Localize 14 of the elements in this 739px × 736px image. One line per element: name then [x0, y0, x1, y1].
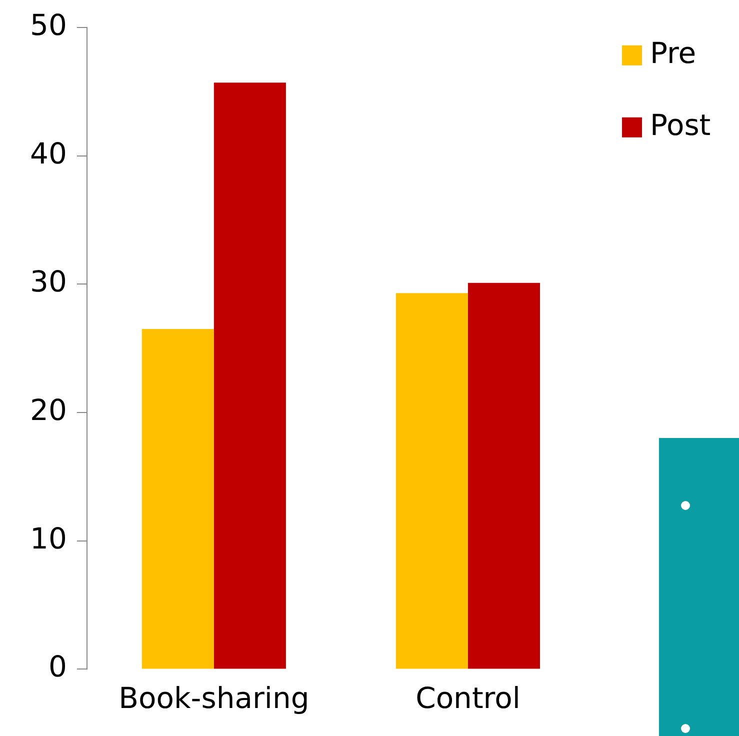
y-tick-label: 30 [30, 264, 67, 299]
legend-label: Pre [650, 36, 696, 70]
y-tick-label: 0 [48, 650, 67, 684]
y-tick-label: 50 [30, 8, 67, 42]
bar [214, 82, 286, 669]
x-tick-label: Book-sharing [118, 681, 310, 716]
y-tick-label: 10 [30, 521, 67, 556]
bar [142, 329, 214, 669]
legend-label: Post [650, 108, 711, 142]
bar [468, 282, 540, 669]
x-tick-label: Control [416, 681, 520, 716]
y-tick-label: 40 [30, 136, 67, 170]
bar [396, 293, 468, 669]
y-tick-label: 20 [30, 393, 67, 428]
